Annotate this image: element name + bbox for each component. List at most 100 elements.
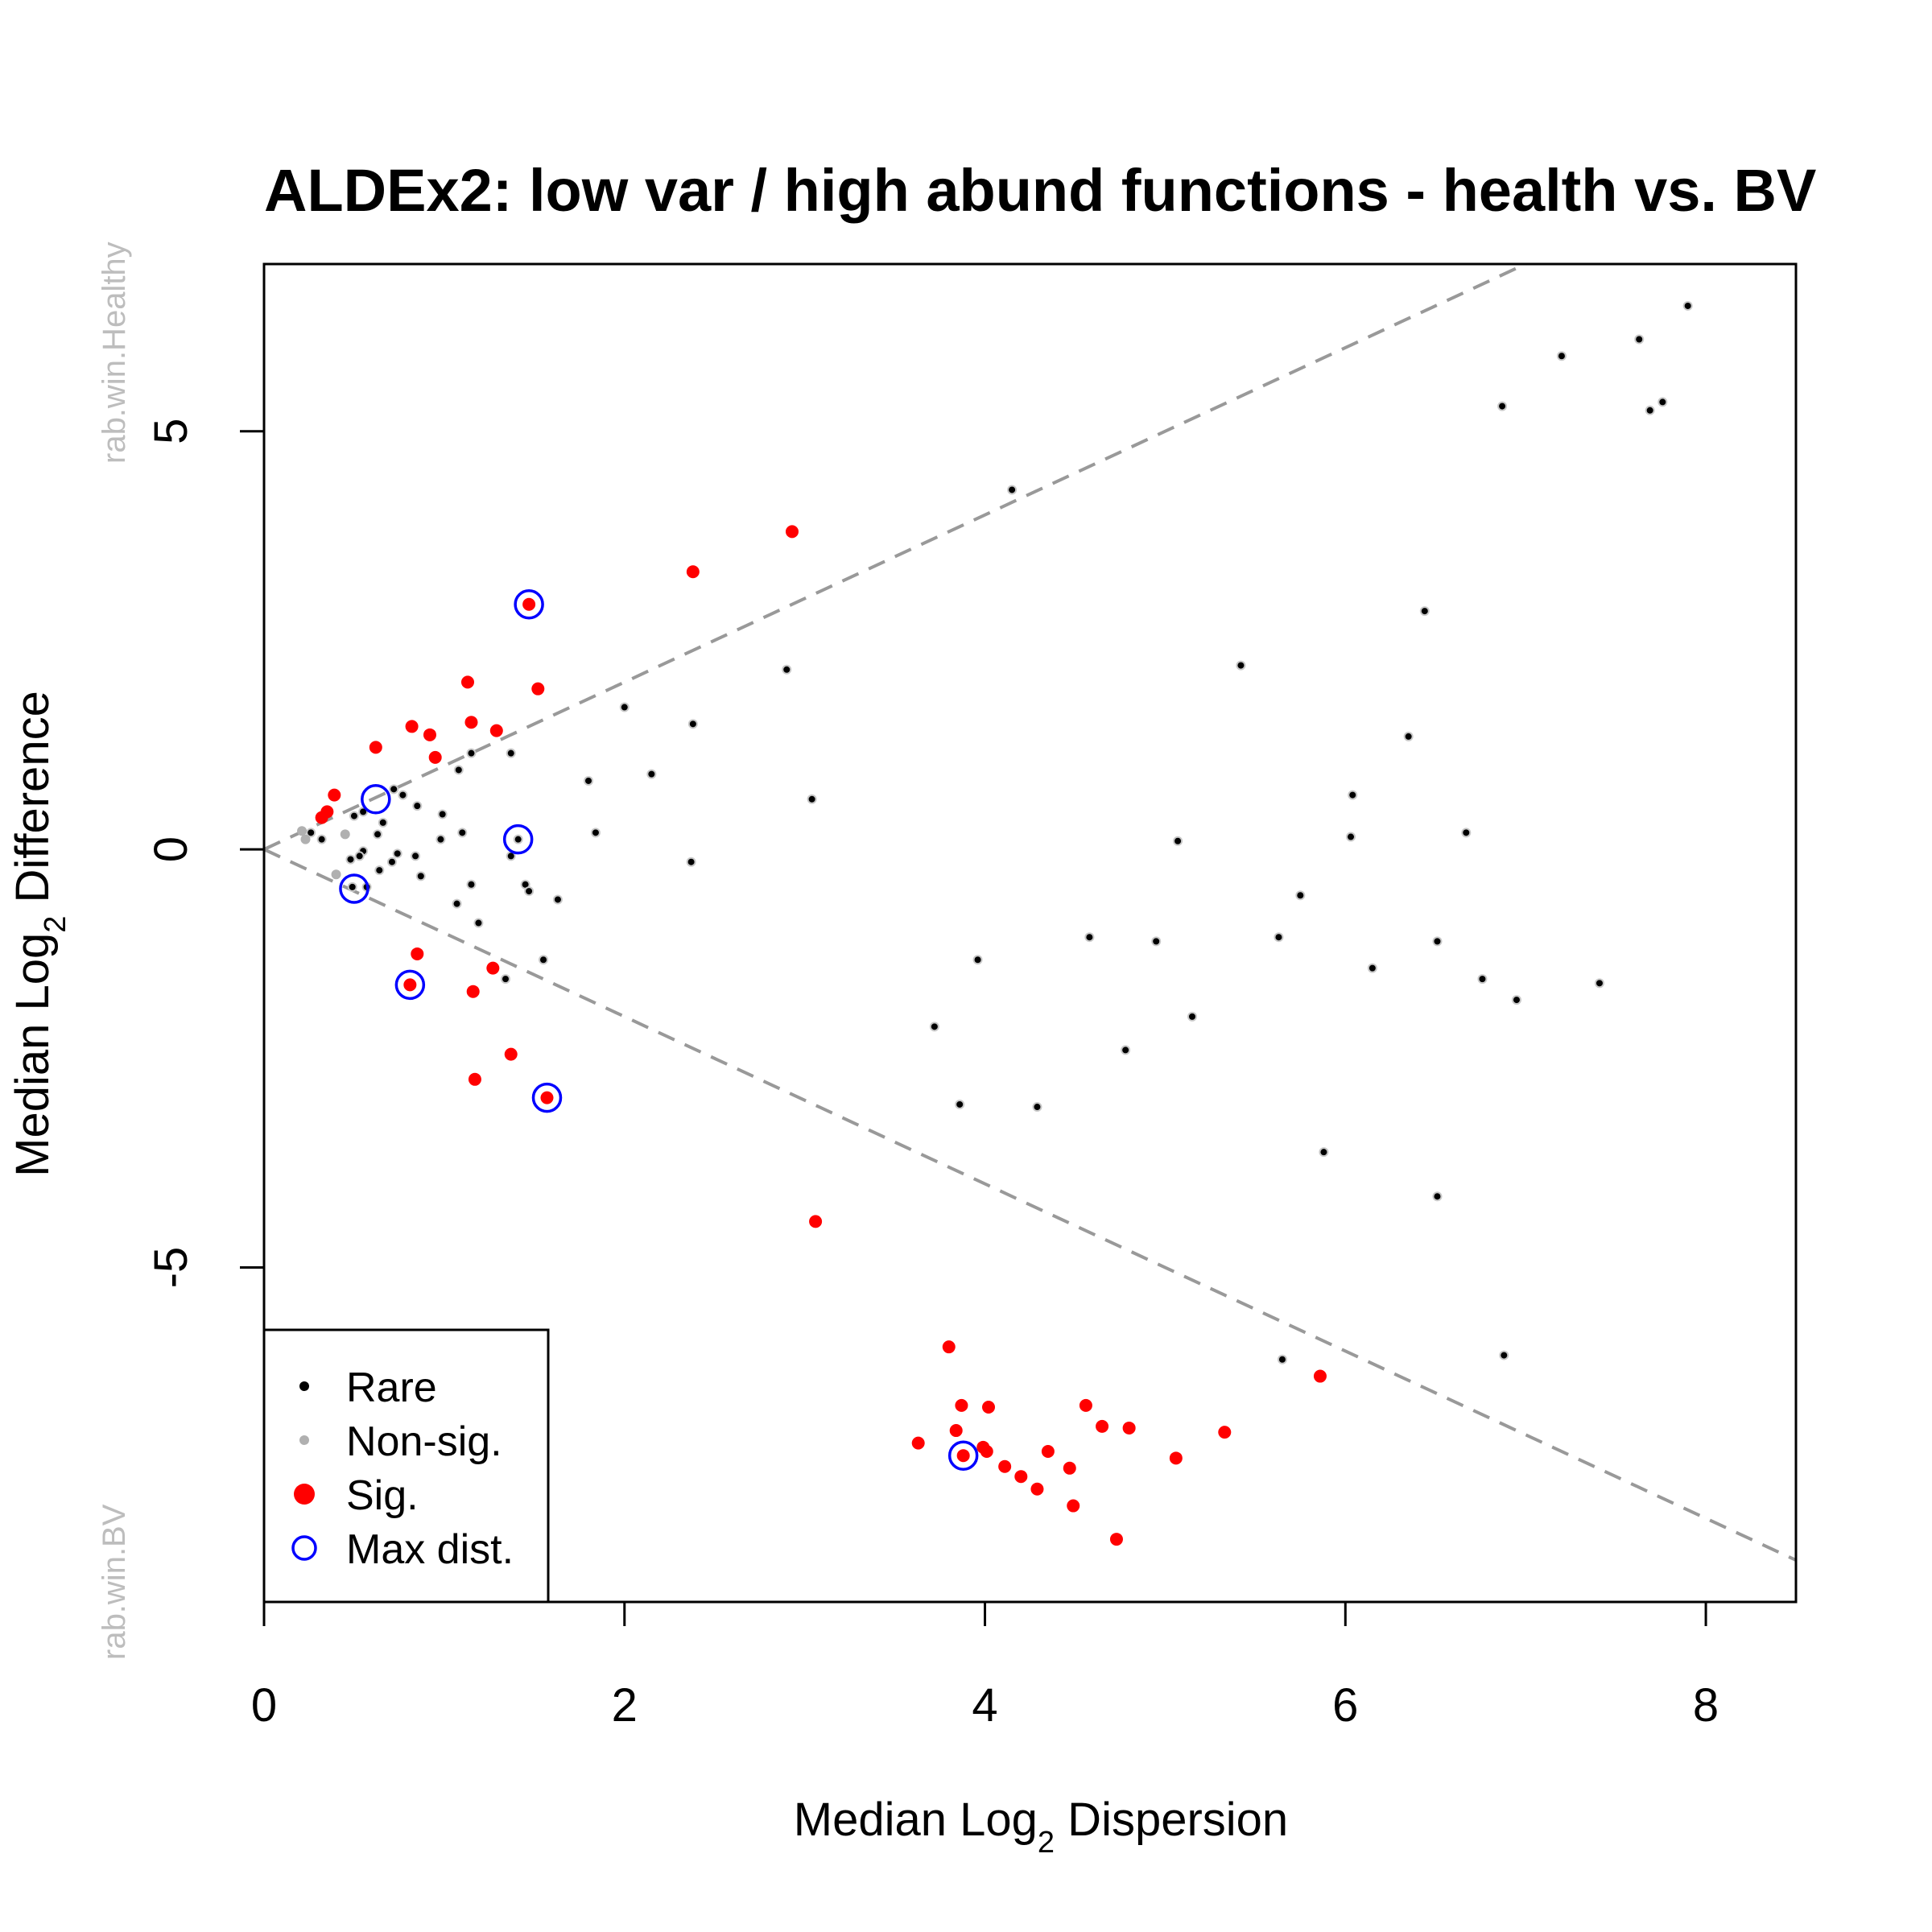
- point-rare: [466, 879, 477, 890]
- side-label-bv: rab.win.BV: [97, 1504, 132, 1660]
- point-sig: [998, 1459, 1012, 1473]
- point-max-dist: [502, 824, 534, 855]
- point-rare: [412, 801, 423, 811]
- point-rare: [347, 881, 357, 892]
- x-axis-label-suffix: Dispersion: [1055, 1794, 1288, 1846]
- legend-marker-sig: [294, 1484, 315, 1505]
- side-label-healthy: rab.win.Healthy: [97, 242, 132, 464]
- point-max-dist: [394, 969, 426, 1001]
- point-sig: [328, 788, 341, 802]
- point-sig: [1067, 1499, 1080, 1513]
- point-rare: [1348, 790, 1358, 800]
- point-sig: [980, 1445, 993, 1459]
- point-non-sig: [300, 834, 311, 844]
- point-rare: [1432, 1191, 1443, 1202]
- point-rare: [437, 809, 448, 819]
- point-rare: [1497, 401, 1508, 411]
- y-axis-label-sub: 2: [39, 916, 72, 933]
- point-sig: [464, 716, 478, 729]
- x-tick-label: 8: [1693, 1679, 1719, 1732]
- point-rare: [374, 865, 385, 876]
- point-max-dist: [947, 1440, 979, 1471]
- point-sig: [460, 675, 474, 689]
- point-sig: [785, 525, 799, 539]
- x-tick-label: 6: [1332, 1679, 1358, 1732]
- point-sig: [428, 750, 442, 764]
- point-sig: [1041, 1445, 1055, 1459]
- y-axis-label-suffix: Difference: [6, 691, 59, 915]
- point-sig: [522, 597, 536, 611]
- point-rare: [306, 828, 316, 838]
- point-sig: [1079, 1398, 1092, 1412]
- x-axis: 0 2 4 6 8: [251, 1600, 1719, 1732]
- point-rare: [1367, 963, 1377, 973]
- data-points: [297, 300, 1693, 1546]
- point-rare: [552, 894, 563, 905]
- point-rare: [972, 955, 983, 965]
- y-tick-label: 5: [145, 419, 197, 444]
- point-sig: [403, 978, 417, 992]
- point-rare: [1477, 974, 1488, 985]
- x-tick-label: 4: [972, 1679, 997, 1732]
- point-rare: [415, 871, 426, 881]
- point-rare: [453, 765, 464, 775]
- point-sig: [942, 1340, 956, 1354]
- reference-lines: [264, 264, 1796, 1562]
- x-tick-label: 0: [251, 1679, 277, 1732]
- point-rare: [392, 848, 402, 859]
- point-rare: [1657, 397, 1668, 407]
- point-sig: [405, 720, 419, 733]
- point-rare: [1295, 890, 1306, 901]
- point-rare: [345, 854, 356, 865]
- point-rare: [1187, 1011, 1197, 1022]
- legend-marker-rare: [299, 1381, 309, 1391]
- point-sig: [956, 1449, 970, 1463]
- point-max-dist: [361, 784, 391, 815]
- point-rare: [1432, 936, 1443, 947]
- point-rare: [583, 775, 593, 786]
- point-rare: [539, 955, 549, 965]
- point-rare: [1319, 1147, 1329, 1158]
- point-sig: [504, 1047, 518, 1061]
- point-sig: [315, 811, 328, 824]
- point-max-dist: [514, 589, 544, 620]
- legend-marker-max-dist: [291, 1535, 317, 1561]
- point-rare: [1682, 300, 1693, 311]
- x-axis-label: Median Log2 Dispersion: [794, 1794, 1288, 1860]
- point-rare: [473, 918, 484, 928]
- point-sig: [423, 728, 436, 741]
- point-sig: [486, 961, 500, 975]
- point-rare: [373, 829, 383, 840]
- point-sig: [1014, 1470, 1028, 1484]
- point-max-dist: [531, 1082, 563, 1113]
- point-sig: [1122, 1421, 1136, 1435]
- point-sig: [955, 1398, 968, 1412]
- legend-entries: Rare Non-sig. Sig. Max dist.: [291, 1364, 514, 1573]
- point-rare: [1511, 995, 1521, 1005]
- point-sig: [911, 1436, 925, 1450]
- point-rare: [1007, 485, 1018, 495]
- point-rare: [1634, 334, 1645, 345]
- point-sig: [466, 985, 480, 998]
- point-rare: [349, 811, 359, 821]
- point-sig: [949, 1424, 963, 1438]
- point-rare: [1151, 936, 1162, 947]
- legend-label-non-sig: Non-sig.: [346, 1418, 502, 1465]
- point-sig: [1096, 1419, 1109, 1433]
- point-rare: [1594, 978, 1604, 989]
- point-sig: [531, 682, 545, 696]
- point-non-sig: [297, 826, 308, 836]
- y-axis: -5 0 5: [145, 419, 266, 1288]
- point-rare: [411, 851, 421, 861]
- legend-label-max-dist: Max dist.: [346, 1526, 514, 1573]
- point-rare: [1277, 1354, 1287, 1364]
- point-rare: [506, 748, 516, 758]
- point-rare: [457, 828, 468, 838]
- point-rare: [386, 857, 397, 867]
- point-rare: [1556, 351, 1567, 361]
- point-rare: [955, 1099, 965, 1109]
- point-rare: [501, 974, 511, 985]
- y-tick-label: 0: [145, 836, 197, 862]
- point-rare: [1645, 405, 1655, 415]
